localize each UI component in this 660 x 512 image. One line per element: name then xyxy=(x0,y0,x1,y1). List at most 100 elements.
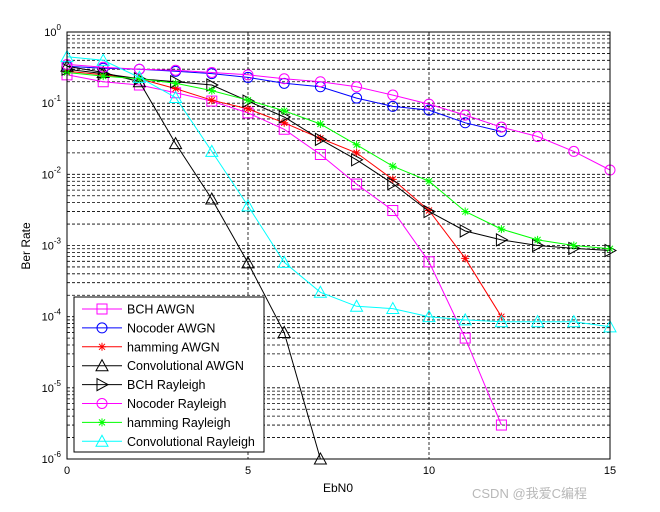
series-hamming-rayleigh xyxy=(63,68,614,253)
data-point-circle xyxy=(459,109,471,121)
data-point-triangle-up xyxy=(168,136,183,150)
data-point-circle xyxy=(170,64,182,76)
data-point-star xyxy=(569,241,578,250)
data-point-star xyxy=(316,119,325,128)
data-point-square xyxy=(459,332,471,344)
data-point-star xyxy=(352,148,361,157)
series-line xyxy=(66,56,611,328)
data-point-square xyxy=(387,205,399,217)
data-point-triangle-up xyxy=(204,144,219,157)
data-point-triangle-up xyxy=(277,325,292,338)
data-point-circle xyxy=(133,63,145,75)
data-point-triangle-up xyxy=(95,434,109,447)
data-point-triangle-right xyxy=(314,132,328,147)
data-point-circle xyxy=(206,66,218,78)
data-point-triangle-up xyxy=(458,312,473,326)
data-point-circle xyxy=(495,125,507,137)
data-point-star xyxy=(461,207,470,216)
legend-item: BCH AWGN xyxy=(82,303,195,317)
data-point-triangle-right xyxy=(423,204,437,219)
data-point-square xyxy=(351,178,363,190)
data-point-triangle-right xyxy=(351,152,364,167)
data-point-circle xyxy=(96,398,108,409)
data-point-circle xyxy=(351,81,363,93)
data-point-triangle-up xyxy=(349,299,364,312)
data-point-star xyxy=(207,86,216,95)
data-point-triangle-right xyxy=(495,233,509,247)
data-point-star xyxy=(280,106,289,115)
data-point-square xyxy=(314,148,326,160)
data-point-triangle-up xyxy=(313,285,328,298)
legend-label: hamming AWGN xyxy=(127,340,220,354)
data-point-circle xyxy=(387,89,399,101)
data-point-star xyxy=(135,74,144,83)
series-line xyxy=(66,72,611,250)
legend-label: Convolutional AWGN xyxy=(127,359,244,373)
y-tick-label: 10-2 xyxy=(42,165,62,181)
data-point-circle xyxy=(242,71,254,83)
series-nocoder-rayleigh xyxy=(61,58,616,176)
legend-label: Nocoder AWGN xyxy=(127,321,215,335)
data-point-triangle-right xyxy=(387,176,400,191)
data-point-triangle-up xyxy=(277,255,292,268)
watermark: CSDN @我爱C编程 xyxy=(472,486,587,501)
data-point-star xyxy=(352,140,361,149)
data-point-triangle-up xyxy=(566,314,581,328)
data-point-square xyxy=(423,256,435,268)
data-point-star xyxy=(244,104,252,113)
legend-item: Nocoder Rayleigh xyxy=(82,397,226,411)
data-point-circle xyxy=(532,131,544,143)
legend-label: BCH AWGN xyxy=(127,303,195,317)
data-point-triangle-up xyxy=(132,70,147,83)
data-point-star xyxy=(171,84,180,93)
legend-box xyxy=(73,296,265,453)
series-line xyxy=(66,68,611,251)
y-tick-label: 10-1 xyxy=(42,94,62,110)
data-point-star xyxy=(98,342,106,351)
data-point-triangle-up xyxy=(241,198,255,212)
data-point-triangle-up xyxy=(385,301,400,315)
data-point-circle xyxy=(423,98,435,110)
data-point-star xyxy=(98,418,106,427)
legend: BCH AWGN Nocoder AWGN hamming AWGN Convolut… xyxy=(73,296,265,453)
data-point-circle xyxy=(495,121,507,133)
y-tick-label: 10-4 xyxy=(42,308,62,324)
data-point-circle xyxy=(314,76,326,88)
series-line xyxy=(66,74,502,426)
data-point-star xyxy=(497,225,506,234)
y-tick-label: 10-6 xyxy=(42,450,62,466)
data-point-star xyxy=(207,96,216,105)
data-point-circle xyxy=(387,100,399,112)
data-point-triangle-right xyxy=(459,224,473,238)
data-point-star xyxy=(171,79,180,88)
data-point-circle xyxy=(278,73,290,85)
legend-item: Convolutional AWGN xyxy=(82,358,244,373)
data-point-triangle-up xyxy=(96,53,111,66)
axis-ticks: 0 5 10 15 100 10-1 10-2 10-3 10-4 10-5 10-6 xyxy=(42,23,617,477)
data-point-triangle-up xyxy=(241,255,255,269)
data-point-star xyxy=(316,134,325,143)
legend-label: BCH Rayleigh xyxy=(127,378,206,392)
x-tick-label: 10 xyxy=(423,465,435,477)
data-point-star xyxy=(388,175,397,184)
data-point-triangle-up xyxy=(494,314,509,328)
data-point-triangle-right xyxy=(96,377,110,392)
data-point-circle xyxy=(96,322,108,334)
data-point-square xyxy=(495,419,507,431)
data-point-circle xyxy=(423,104,435,116)
y-tick-label: 100 xyxy=(44,23,61,39)
data-point-triangle-up xyxy=(204,191,219,205)
series-layer xyxy=(60,49,618,465)
data-point-circle xyxy=(568,145,580,157)
y-axis-label: Ber Rate xyxy=(19,222,33,270)
data-point-star xyxy=(425,206,433,215)
legend-item: hamming AWGN xyxy=(82,340,220,354)
y-tick-label: 10-5 xyxy=(42,379,62,395)
data-point-star xyxy=(99,72,108,81)
legend-item: BCH Rayleigh xyxy=(82,377,206,392)
legend-item: Convolutional Rayleigh xyxy=(82,434,255,449)
x-tick-label: 0 xyxy=(64,465,70,477)
series-convolutional-rayleigh xyxy=(60,49,617,333)
data-point-star xyxy=(388,162,397,171)
